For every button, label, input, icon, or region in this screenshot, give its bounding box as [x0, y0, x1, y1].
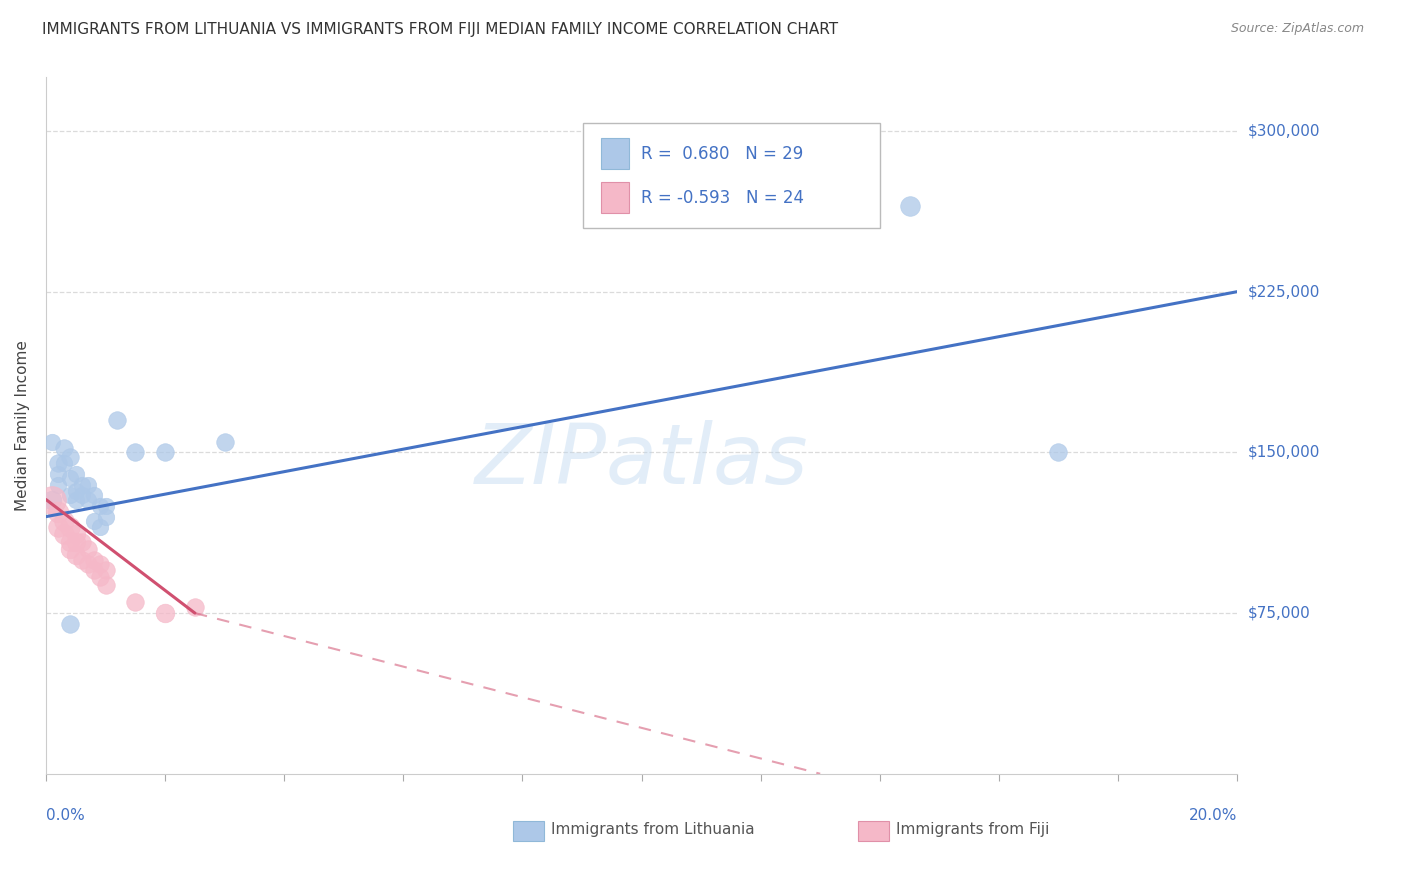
Point: [83, 552, 105, 566]
Point: [94, 509, 117, 524]
Point: [76, 477, 98, 491]
Point: [41, 434, 63, 449]
Text: ZIPatlas: ZIPatlas: [475, 420, 808, 501]
Point: [59, 616, 82, 631]
Point: [52, 456, 75, 470]
Point: [41, 492, 63, 507]
Point: [59, 450, 82, 464]
Point: [76, 557, 98, 571]
Point: [124, 595, 146, 609]
Y-axis label: Median Family Income: Median Family Income: [15, 340, 30, 511]
Point: [41, 492, 63, 507]
Text: $150,000: $150,000: [1249, 445, 1320, 460]
Point: [65, 467, 87, 481]
Text: $75,000: $75,000: [1249, 606, 1310, 621]
Point: [65, 492, 87, 507]
Point: [46, 520, 69, 534]
Point: [52, 514, 75, 528]
Point: [52, 441, 75, 455]
Text: $225,000: $225,000: [1249, 285, 1320, 299]
Point: [94, 563, 117, 577]
Point: [214, 434, 236, 449]
Point: [65, 548, 87, 562]
Point: [46, 505, 69, 519]
Text: $300,000: $300,000: [1249, 123, 1320, 138]
Point: [153, 606, 176, 620]
Point: [184, 599, 207, 614]
Point: [59, 541, 82, 556]
Text: IMMIGRANTS FROM LITHUANIA VS IMMIGRANTS FROM FIJI MEDIAN FAMILY INCOME CORRELATI: IMMIGRANTS FROM LITHUANIA VS IMMIGRANTS …: [42, 22, 838, 37]
Point: [89, 557, 111, 571]
Point: [46, 467, 69, 481]
Point: [76, 492, 98, 507]
Text: 0.0%: 0.0%: [46, 808, 84, 823]
Point: [46, 456, 69, 470]
Text: Immigrants from Fiji: Immigrants from Fiji: [896, 822, 1049, 838]
Point: [59, 520, 82, 534]
Point: [94, 499, 117, 513]
Point: [70, 488, 93, 502]
Point: [898, 199, 921, 213]
Text: 20.0%: 20.0%: [1188, 808, 1237, 823]
Text: R =  0.680   N = 29: R = 0.680 N = 29: [641, 145, 803, 162]
Point: [1047, 445, 1070, 459]
Point: [153, 445, 176, 459]
Point: [65, 526, 87, 541]
Point: [83, 514, 105, 528]
Text: Immigrants from Lithuania: Immigrants from Lithuania: [551, 822, 755, 838]
Text: R = -0.593   N = 24: R = -0.593 N = 24: [641, 189, 804, 207]
Point: [59, 488, 82, 502]
Point: [59, 535, 82, 549]
Point: [46, 477, 69, 491]
Point: [83, 563, 105, 577]
Point: [89, 499, 111, 513]
Point: [70, 552, 93, 566]
Point: [70, 477, 93, 491]
Point: [89, 520, 111, 534]
Point: [107, 413, 129, 427]
Point: [94, 578, 117, 592]
Text: Source: ZipAtlas.com: Source: ZipAtlas.com: [1230, 22, 1364, 36]
Point: [124, 445, 146, 459]
Point: [83, 488, 105, 502]
Point: [65, 483, 87, 498]
Point: [59, 471, 82, 485]
Point: [76, 541, 98, 556]
Point: [70, 535, 93, 549]
Point: [65, 535, 87, 549]
Point: [89, 569, 111, 583]
Point: [52, 526, 75, 541]
